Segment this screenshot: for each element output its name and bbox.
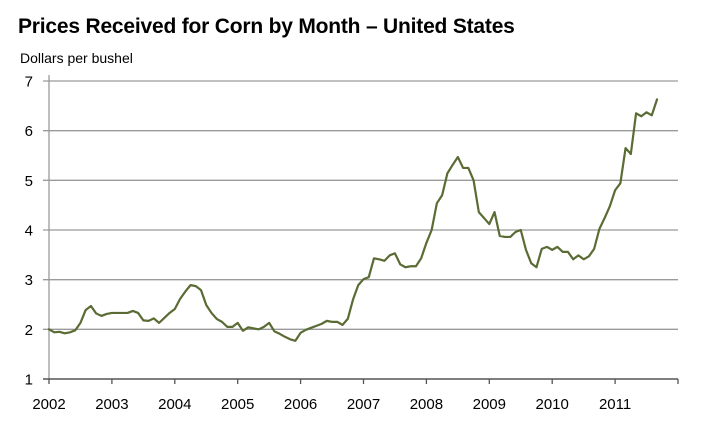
gridlines bbox=[43, 80, 678, 330]
y-tick-label: 3 bbox=[25, 272, 33, 289]
y-tick-label: 7 bbox=[25, 74, 33, 91]
x-tick-label: 2007 bbox=[347, 396, 380, 413]
x-tick-label: 2002 bbox=[32, 396, 65, 413]
x-tick-label: 2005 bbox=[221, 396, 254, 413]
x-tick-label: 2004 bbox=[158, 396, 191, 413]
series-line-corn-price bbox=[47, 98, 659, 342]
y-tick-label: 2 bbox=[25, 322, 33, 339]
x-tick-labels: 2002 2003 2004 2005 2006 2007 2008 2009 2010 2011 bbox=[32, 396, 631, 413]
y-tick-label: 1 bbox=[25, 372, 33, 389]
chart-title: Prices Received for Corn by Month – Unit… bbox=[18, 15, 515, 38]
y-axis-label: Dollars per bushel bbox=[20, 50, 133, 66]
y-tick-label: 5 bbox=[25, 173, 33, 190]
series-group bbox=[47, 98, 659, 342]
y-tick-label: 6 bbox=[25, 123, 33, 140]
x-tick-label: 2006 bbox=[284, 396, 317, 413]
y-tick-label: 4 bbox=[25, 223, 33, 240]
x-tick-label: 2008 bbox=[410, 396, 443, 413]
x-tick-label: 2010 bbox=[536, 396, 569, 413]
x-tick-label: 2003 bbox=[95, 396, 128, 413]
y-tick-labels: 1 2 3 4 5 6 7 bbox=[25, 74, 33, 389]
x-tick-label: 2011 bbox=[599, 396, 631, 413]
x-tick-label: 2009 bbox=[473, 396, 506, 413]
